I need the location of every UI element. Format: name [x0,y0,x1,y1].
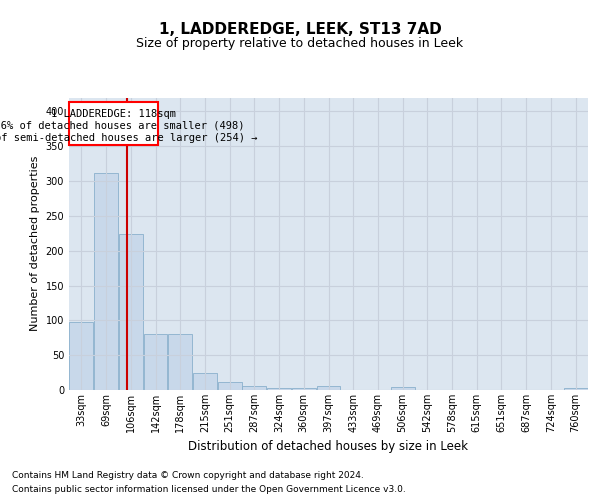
X-axis label: Distribution of detached houses by size in Leek: Distribution of detached houses by size … [188,440,469,454]
Text: ← 66% of detached houses are smaller (498): ← 66% of detached houses are smaller (49… [0,121,245,131]
Text: Contains public sector information licensed under the Open Government Licence v3: Contains public sector information licen… [12,484,406,494]
Bar [317,386,340,390]
Bar [292,388,316,390]
Bar [242,386,266,390]
Bar [70,322,94,390]
Text: Contains HM Land Registry data © Crown copyright and database right 2024.: Contains HM Land Registry data © Crown c… [12,472,364,480]
Text: 1, LADDEREDGE, LEEK, ST13 7AD: 1, LADDEREDGE, LEEK, ST13 7AD [158,22,442,38]
FancyBboxPatch shape [69,102,158,145]
Text: 1 LADDEREDGE: 118sqm: 1 LADDEREDGE: 118sqm [51,109,176,119]
Bar [119,234,143,390]
Bar [391,386,415,390]
Bar [193,372,217,390]
Bar [143,334,167,390]
Y-axis label: Number of detached properties: Number of detached properties [30,156,40,332]
Text: Size of property relative to detached houses in Leek: Size of property relative to detached ho… [136,38,464,51]
Bar [94,174,118,390]
Bar [563,388,587,390]
Bar [267,388,291,390]
Bar [218,382,242,390]
Bar [168,334,192,390]
Text: 34% of semi-detached houses are larger (254) →: 34% of semi-detached houses are larger (… [0,133,257,143]
